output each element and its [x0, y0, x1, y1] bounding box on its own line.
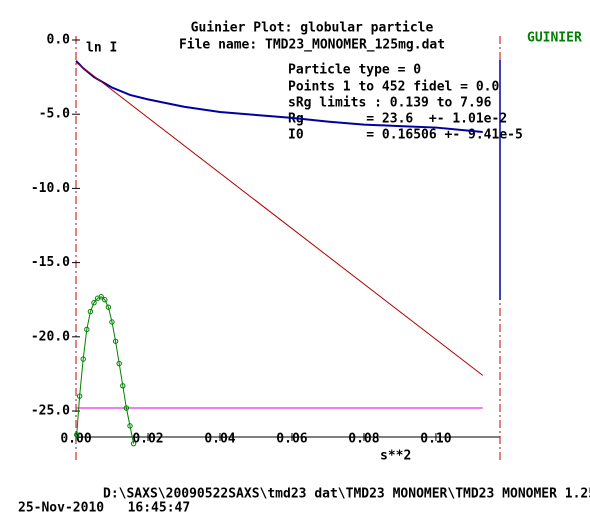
- point: [105, 304, 112, 310]
- series-line: [76, 296, 135, 444]
- y-tick-label: -20.0: [31, 329, 70, 344]
- point: [74, 432, 80, 438]
- mode-label: GUINIER: [527, 31, 582, 46]
- annotation: Rg = 23.6 +- 1.01e-2: [288, 112, 507, 127]
- point: [120, 383, 126, 389]
- y-tick-label: -10.0: [31, 181, 70, 196]
- point: [109, 319, 115, 325]
- annotation: sRg limits : 0.139 to 7.96: [288, 96, 492, 111]
- point: [116, 360, 122, 367]
- annotation: Points 1 to 452 fidel = 0.0: [288, 80, 499, 95]
- annotation: Particle type = 0: [288, 63, 421, 78]
- y-tick-label: -25.0: [31, 404, 70, 419]
- point: [76, 393, 83, 399]
- point: [91, 299, 97, 306]
- point: [127, 423, 133, 429]
- chart-title: Guinier Plot: globular particle: [191, 21, 434, 36]
- x-tick-label: 0.00: [60, 432, 91, 447]
- footer-path: D:\SAXS\20090522SAXS\tmd23 dat\TMD23 MON…: [103, 487, 590, 502]
- x-tick-label: 0.06: [276, 432, 307, 447]
- x-tick-label: 0.10: [420, 432, 451, 447]
- x-tick-label: 0.04: [204, 432, 235, 447]
- chart-subtitle: File name: TMD23_MONOMER_125mg.dat: [179, 38, 445, 53]
- point: [87, 308, 94, 315]
- point: [80, 356, 86, 362]
- point: [84, 326, 90, 333]
- point: [130, 440, 137, 447]
- y-tick-label: 0.0: [47, 33, 71, 48]
- annotation: I0 = 0.16506 +- 9.41e-5: [288, 128, 523, 143]
- point: [123, 405, 130, 411]
- series-line: [75, 61, 484, 376]
- footer-date: 25-Nov-2010 16:45:47: [18, 501, 190, 516]
- point: [102, 297, 108, 303]
- point: [112, 338, 119, 344]
- y-tick-label: -15.0: [31, 255, 70, 270]
- x-tick-label: 0.02: [132, 432, 163, 447]
- y-tick-label: -5.0: [39, 107, 70, 122]
- y-axis-label: ln I: [86, 41, 117, 56]
- point: [98, 294, 104, 300]
- x-axis-label: s**2: [380, 449, 411, 464]
- x-tick-label: 0.08: [348, 432, 379, 447]
